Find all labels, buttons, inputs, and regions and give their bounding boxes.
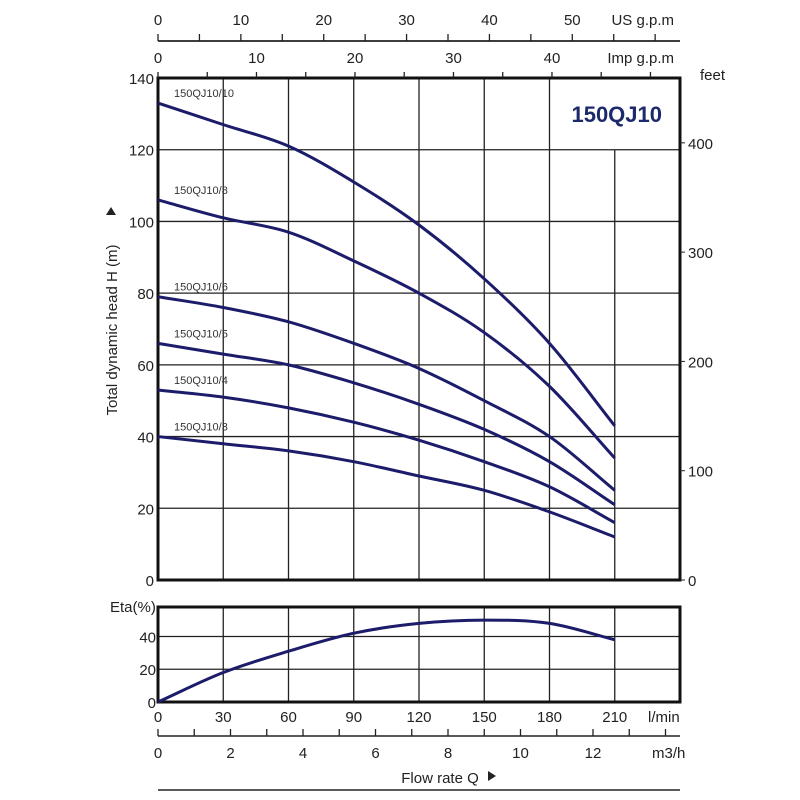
- y-tick-label: 140: [129, 71, 154, 88]
- head-curve: [157, 388, 616, 524]
- curve-label: 150QJ10/6: [174, 282, 228, 294]
- y-right-tick-label: 400: [688, 136, 713, 153]
- eta-label: Eta(%): [110, 599, 156, 616]
- m3h-tick-label: 0: [154, 745, 162, 762]
- curve-label: 150QJ10/8: [174, 185, 228, 197]
- eta-tick-label: 40: [139, 629, 156, 646]
- x-arrow-icon: [488, 771, 496, 781]
- m3h-unit: m3/h: [652, 745, 685, 762]
- head-curve: [157, 198, 616, 460]
- y-right-tick-label: 300: [688, 245, 713, 262]
- eta-tick-label: 20: [139, 662, 156, 679]
- y-tick-label: 0: [146, 573, 154, 590]
- head-curve: [157, 295, 616, 492]
- chart-title: 150QJ10: [571, 102, 662, 127]
- x-tick-label: 0: [154, 709, 162, 726]
- y-right-unit: feet: [700, 67, 726, 84]
- y-tick-label: 20: [137, 501, 154, 518]
- y-tick-label: 120: [129, 143, 154, 160]
- y-tick-label: 40: [137, 430, 154, 447]
- x-tick-label: 180: [537, 709, 562, 726]
- imp-gpm-tick-label: 10: [248, 50, 265, 67]
- imp-gpm-tick-label: 40: [544, 50, 561, 67]
- curve-label: 150QJ10/3: [174, 422, 228, 434]
- m3h-tick-label: 8: [444, 745, 452, 762]
- imp-gpm-unit: Imp g.p.m: [607, 50, 674, 67]
- y-axis-label: Total dynamic head H (m): [104, 245, 121, 416]
- x-unit-lmin: l/min: [648, 709, 680, 726]
- m3h-tick-label: 4: [299, 745, 307, 762]
- m3h-tick-label: 6: [371, 745, 379, 762]
- head-curve: [157, 435, 616, 539]
- y-tick-label: 100: [129, 214, 154, 231]
- efficiency-curve: [157, 618, 616, 704]
- imp-gpm-tick-label: 30: [445, 50, 462, 67]
- head-curve: [157, 101, 616, 427]
- curve-label: 150QJ10/10: [174, 88, 234, 100]
- curve-label: 150QJ10/5: [174, 328, 228, 340]
- x-tick-label: 210: [602, 709, 627, 726]
- us-gpm-tick-label: 40: [481, 12, 498, 29]
- x-tick-label: 30: [215, 709, 232, 726]
- x-tick-label: 150: [472, 709, 497, 726]
- us-gpm-tick-label: 20: [315, 12, 332, 29]
- m3h-tick-label: 12: [585, 745, 602, 762]
- y-right-tick-label: 100: [688, 464, 713, 481]
- us-gpm-tick-label: 50: [564, 12, 581, 29]
- imp-gpm-tick-label: 0: [154, 50, 162, 67]
- x-tick-label: 90: [345, 709, 362, 726]
- us-gpm-tick-label: 30: [398, 12, 415, 29]
- m3h-tick-label: 10: [512, 745, 529, 762]
- main-plot-frame: [156, 76, 682, 582]
- curve-label: 150QJ10/4: [174, 375, 228, 387]
- m3h-tick-label: 2: [226, 745, 234, 762]
- eta-tick-label: 0: [148, 695, 156, 712]
- us-gpm-tick-label: 10: [233, 12, 250, 29]
- y-tick-label: 80: [137, 286, 154, 303]
- us-gpm-unit: US g.p.m: [611, 12, 674, 29]
- y-right-tick-label: 0: [688, 573, 696, 590]
- us-gpm-tick-label: 0: [154, 12, 162, 29]
- x-tick-label: 60: [280, 709, 297, 726]
- eta-plot-frame: [156, 605, 682, 704]
- y-tick-label: 60: [137, 358, 154, 375]
- imp-gpm-tick-label: 20: [347, 50, 364, 67]
- y-right-tick-label: 200: [688, 354, 713, 371]
- x-axis-label: Flow rate Q: [401, 770, 479, 787]
- head-curve: [157, 341, 616, 506]
- x-tick-label: 120: [406, 709, 431, 726]
- y-arrow-icon: [106, 207, 116, 215]
